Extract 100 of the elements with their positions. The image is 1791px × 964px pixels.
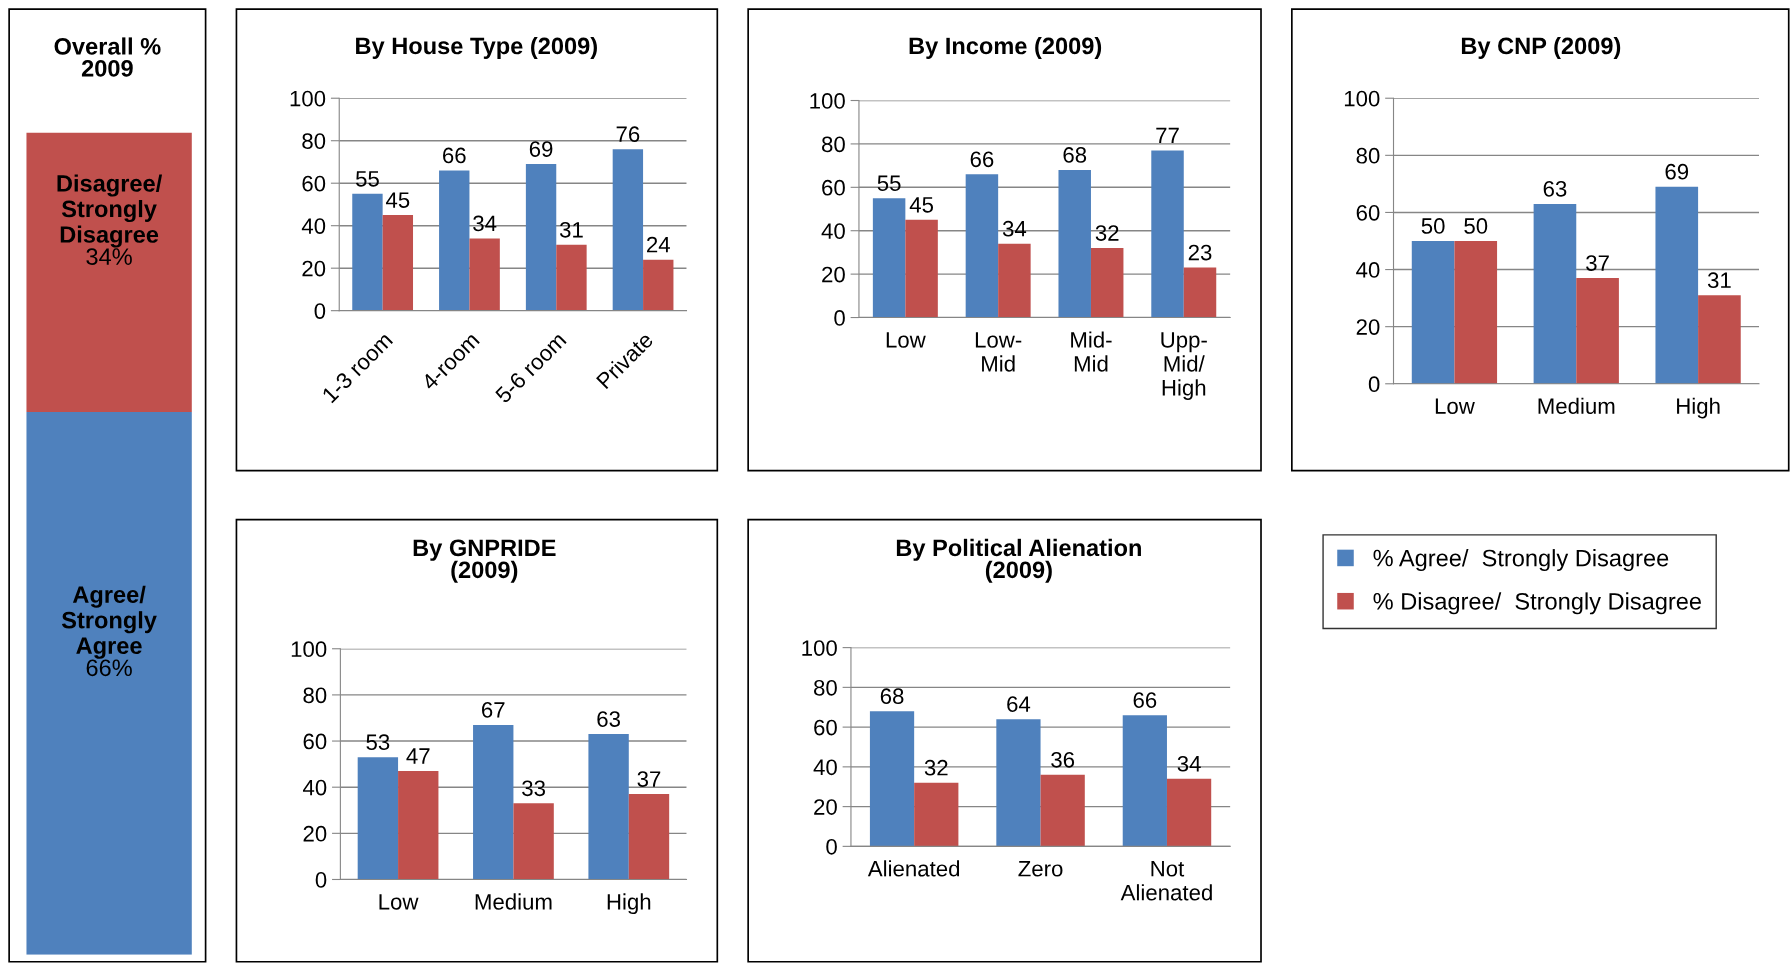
bar: [1655, 186, 1699, 384]
data-label: 37: [637, 771, 661, 787]
bar: [556, 244, 587, 311]
chart-title: By Income (2009): [909, 36, 1102, 59]
x-tick-label: Upp- Mid/ High: [1161, 332, 1207, 400]
data-label: 33: [522, 780, 545, 797]
y-tick-label: 80: [814, 679, 837, 696]
data-label: 31: [559, 221, 583, 238]
legend-label: % Agree/ Strongly Disagree: [1373, 549, 1669, 572]
bar: [965, 174, 999, 318]
bar: [1183, 267, 1217, 318]
bar: [1151, 150, 1184, 318]
data-label: 55: [355, 171, 379, 187]
data-label: 66%: [86, 659, 132, 677]
data-label: 32: [924, 759, 948, 776]
y-tick-label: 40: [1356, 262, 1380, 278]
data-label: 76: [616, 126, 640, 143]
data-label: 31: [1707, 272, 1731, 289]
bar: [382, 215, 414, 311]
bar: [1090, 248, 1124, 318]
x-tick-label: Not Alienated: [1120, 861, 1212, 901]
bar: [998, 243, 1031, 318]
bar: [352, 193, 383, 311]
y-tick-label: 20: [303, 825, 327, 842]
y-tick-label: 100: [290, 90, 326, 107]
y-tick-label: 80: [303, 687, 327, 704]
bar: [914, 782, 959, 847]
y-tick-label: 20: [822, 266, 845, 283]
data-label: 34: [473, 215, 497, 232]
x-tick-label: Zero: [1018, 861, 1063, 877]
bar: [1576, 278, 1619, 384]
bar: [1698, 295, 1741, 384]
y-tick-label: 60: [303, 733, 327, 750]
series-label: Agree/ Strongly Agree: [61, 585, 157, 659]
y-tick-label: 40: [301, 218, 326, 234]
data-label: 66: [443, 147, 466, 164]
y-tick-label: 100: [802, 640, 837, 656]
y-tick-label: 20: [302, 260, 326, 277]
data-label: 77: [1156, 127, 1179, 144]
y-tick-label: 20: [1356, 319, 1380, 335]
bar: [612, 149, 644, 311]
bar: [628, 794, 670, 880]
bar: [398, 771, 439, 880]
bar: [588, 734, 629, 880]
y-tick-label: 40: [821, 223, 845, 239]
data-label: 45: [385, 192, 410, 208]
data-label: 66: [970, 151, 994, 168]
data-label: 64: [1007, 696, 1031, 712]
data-label: 50: [1464, 218, 1488, 234]
data-label: 34%: [86, 248, 132, 265]
bar: [1058, 169, 1091, 318]
bar: [869, 711, 915, 847]
data-label: 23: [1188, 244, 1212, 261]
series-label: Disagree/ Strongly Disagree: [57, 174, 163, 248]
bar: [905, 219, 938, 318]
bar: [525, 164, 557, 311]
y-tick-label: 0: [1368, 376, 1380, 393]
x-tick-label: High: [1677, 397, 1720, 419]
data-label: 45: [909, 197, 934, 213]
y-tick-label: 100: [291, 641, 327, 658]
y-tick-label: 80: [302, 133, 326, 149]
data-label: 66: [1133, 692, 1157, 709]
y-tick-label: 80: [1356, 147, 1380, 164]
y-tick-label: 0: [314, 303, 326, 319]
chart-title: By Political Alienation (2009): [896, 538, 1141, 583]
data-label: 34: [1177, 755, 1201, 772]
x-tick-label: Medium: [475, 893, 552, 910]
y-tick-label: 60: [1356, 204, 1380, 221]
x-tick-label: Low: [379, 894, 419, 910]
data-label: 53: [366, 734, 390, 751]
bar: [473, 724, 514, 880]
data-label: 63: [597, 711, 620, 727]
data-label: 50: [1421, 218, 1445, 234]
y-tick-label: 40: [813, 759, 837, 776]
bar: [996, 719, 1041, 847]
data-label: 36: [1051, 751, 1075, 768]
bar: [513, 803, 554, 880]
data-label: 47: [406, 748, 430, 764]
x-tick-label: Low: [886, 332, 926, 348]
x-tick-label: Low- Mid: [975, 332, 1022, 372]
chart-title: By GNPRIDE (2009): [413, 539, 556, 583]
y-tick-label: 0: [834, 310, 845, 326]
data-label: 34: [1002, 220, 1027, 237]
legend-label: % Disagree/ Strongly Disagree: [1373, 592, 1701, 615]
bar: [1166, 778, 1212, 847]
bar: [439, 170, 470, 311]
bar: [1122, 715, 1167, 847]
y-tick-label: 20: [814, 799, 837, 815]
y-tick-label: 60: [302, 175, 326, 192]
data-label: 68: [1063, 147, 1087, 163]
x-tick-label: Low: [1435, 398, 1475, 414]
bar: [1533, 203, 1577, 384]
data-label: 68: [880, 688, 904, 705]
data-label: 67: [482, 701, 505, 718]
bar: [357, 757, 399, 880]
y-tick-label: 40: [302, 779, 327, 796]
y-tick-label: 100: [810, 93, 845, 109]
x-tick-label: High: [607, 893, 651, 915]
data-label: 55: [877, 175, 901, 191]
y-tick-label: 80: [822, 136, 845, 153]
